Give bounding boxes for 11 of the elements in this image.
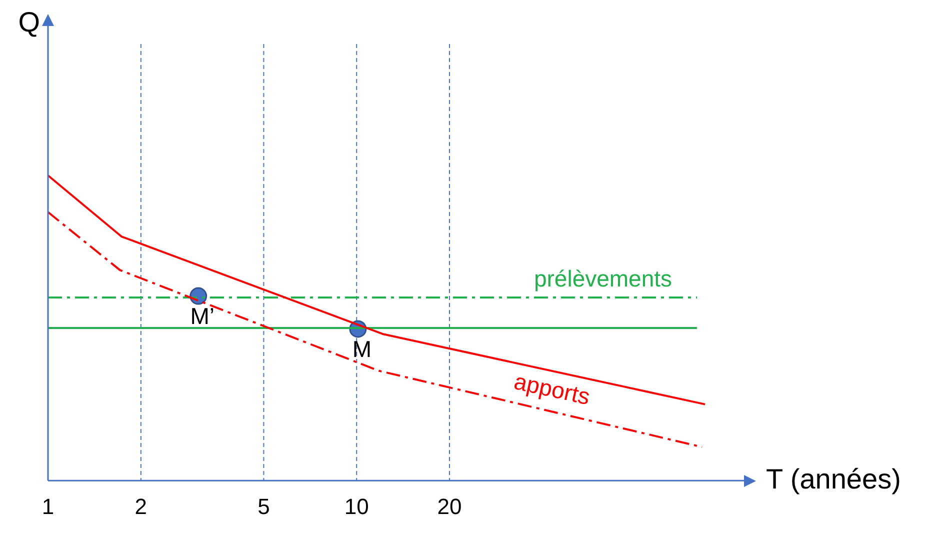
y-axis-title: Q <box>18 6 40 38</box>
annotation: M’ <box>190 302 214 329</box>
x-tick-label: 10 <box>344 494 369 519</box>
x-tick-label: 20 <box>437 494 462 519</box>
annotation: M <box>352 336 372 362</box>
text: apports <box>512 368 592 410</box>
series-label: prélèvements <box>534 265 672 292</box>
x-tick-label: 1 <box>42 494 54 519</box>
x-tick-label: 2 <box>134 494 148 519</box>
x-axis-title: T (années) <box>766 463 901 494</box>
x-tick-label: 5 <box>258 494 270 519</box>
